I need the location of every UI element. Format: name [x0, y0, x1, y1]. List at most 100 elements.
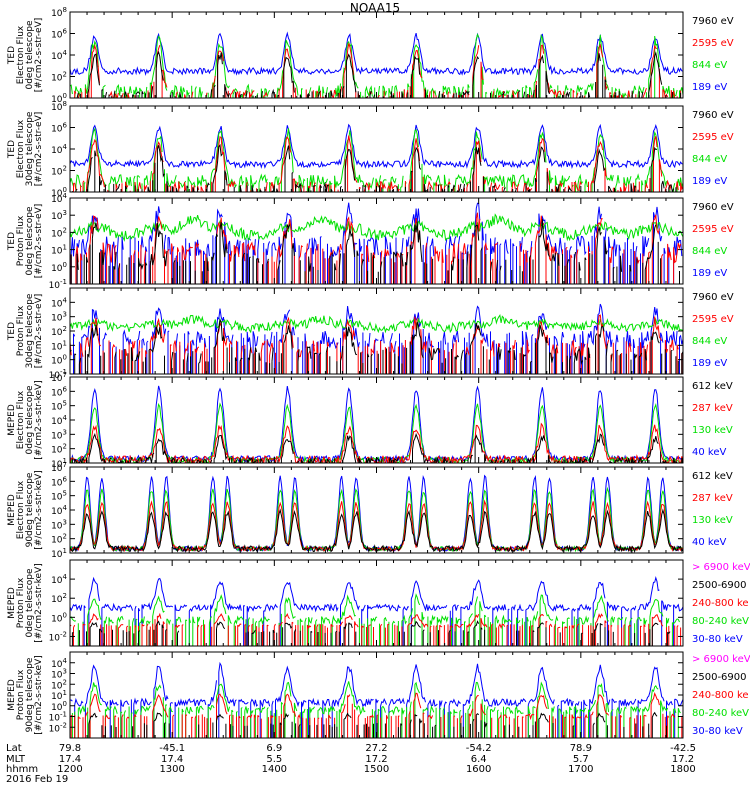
y-axis-label: [#/cm2-s-str-eV] [34, 18, 44, 93]
legend-entry: 80-240 keV [692, 616, 749, 627]
footer-mlt-value: 5.7 [573, 754, 589, 765]
footer-mlt-value: 17.4 [59, 754, 81, 765]
footer-row-label: hhmm [6, 764, 38, 775]
y-tick-label: 104 [51, 143, 67, 156]
y-tick-label: 102 [51, 443, 67, 456]
y-tick-label: 100 [51, 700, 67, 713]
footer-row-label: MLT [6, 754, 26, 765]
series-844-ev [70, 314, 683, 334]
footer-lat-value: -45.1 [159, 743, 185, 754]
y-axis-label: [#/cm2-s-str-eV] [34, 204, 44, 279]
y-axis-label: MEPED [7, 679, 17, 711]
footer-row-label: 2016 Feb 19 [6, 774, 68, 785]
y-tick-label: 107 [51, 461, 67, 474]
y-axis-label: [#/cm2-s-str-eV] [34, 112, 44, 187]
legend-entry: 240-800 ke [692, 598, 749, 609]
y-tick-label: 102 [51, 592, 67, 605]
legend-entry: 2595 eV [692, 314, 734, 325]
y-axis-label: 90deg telescope [25, 472, 35, 547]
y-axis-label: Electron Flux [16, 390, 26, 449]
y-axis-label: 0deg telescope [25, 385, 35, 455]
y-tick-label: 106 [51, 475, 67, 488]
footer-mlt-value: 17.2 [365, 754, 387, 765]
series-189-ev [70, 123, 683, 169]
footer-mlt-value: 17.4 [161, 754, 183, 765]
y-tick-label: 104 [51, 504, 67, 517]
legend-entry: 844 eV [692, 336, 727, 347]
y-tick-label: 10-1 [49, 278, 67, 291]
panel-7: 10-2 100 102 104 MEPED Proton Flux 0deg telesc… [7, 559, 750, 647]
series-2500-6900 [88, 711, 667, 738]
y-tick-label: 102 [51, 678, 67, 691]
y-axis-label: 90deg telescope [25, 657, 35, 732]
legend-entry: 130 keV [692, 425, 733, 436]
y-tick-label: 101 [51, 339, 67, 352]
footer-lat-value: 79.8 [59, 743, 81, 754]
legend-entry: 189 eV [692, 268, 727, 279]
legend-entry: 40 keV [692, 537, 726, 548]
y-axis-label: MEPED [7, 587, 17, 619]
y-tick-label: 103 [51, 311, 67, 324]
legend-entry: 2595 eV [692, 38, 734, 49]
y-tick-label: 107 [51, 371, 67, 384]
legend-entry: 30-80 keV [692, 634, 743, 645]
y-axis-label: Electron Flux [16, 480, 26, 539]
series-7960-ev [70, 219, 680, 284]
legend-entry: 287 keV [692, 493, 733, 504]
legend-entry: 189 eV [692, 82, 727, 93]
legend-entry: 612 keV [692, 381, 733, 392]
y-tick-label: 100 [51, 261, 67, 274]
legend-entry: 287 keV [692, 403, 733, 414]
y-tick-label: 106 [51, 122, 67, 135]
y-tick-label: 103 [51, 668, 67, 681]
footer-mlt-value: 6.4 [471, 754, 487, 765]
panel-2-data [70, 123, 683, 192]
y-tick-label: 106 [51, 28, 67, 41]
legend-entry: 40 keV [692, 447, 726, 458]
legend-entry: 7960 eV [692, 202, 734, 213]
y-axis-label: Electron Flux [16, 25, 26, 84]
y-axis-label: MEPED [7, 494, 17, 526]
y-tick-label: 108 [51, 100, 67, 113]
legend-entry: 844 eV [692, 246, 727, 257]
y-axis-label: 0deg telescope [25, 20, 35, 90]
y-axis-label: [#/cm2-s-str-keV] [34, 563, 44, 642]
footer-hhmm-value: 1500 [364, 764, 389, 775]
footer-hhmm-value: 1800 [670, 764, 695, 775]
y-tick-label: 10-1 [49, 368, 67, 381]
y-axis-label: [#/cm2-s-str-keV] [34, 470, 44, 549]
series-844-ev [70, 213, 683, 242]
series-7960-ev [70, 318, 683, 374]
panel-6-data [70, 474, 683, 553]
panel-3-data [70, 202, 683, 284]
panel-3: 10-1 100 101 102 103 104 TED Proton Flux 0deg te… [7, 192, 734, 291]
y-tick-label: 102 [51, 165, 67, 178]
y-tick-label: 102 [51, 71, 67, 84]
footer-mlt-value: 17.2 [672, 754, 694, 765]
y-axis-label: TED [7, 46, 17, 65]
footer-lat-value: 78.9 [570, 743, 592, 754]
y-axis-label: 0deg telescope [25, 568, 35, 638]
series-189-ev [70, 31, 683, 77]
y-axis-label: [#/cm2-s-str-eV] [34, 294, 44, 369]
legend-entry: 2500-6900 [692, 672, 747, 683]
footer-lat-value: -54.2 [466, 743, 492, 754]
y-tick-label: 102 [51, 325, 67, 338]
y-tick-label: 108 [51, 6, 67, 19]
y-tick-label: 106 [51, 385, 67, 398]
y-axis-label: MEPED [7, 404, 17, 436]
y-axis-label: Proton Flux [16, 577, 26, 628]
y-axis-label: Proton Flux [16, 215, 26, 266]
series-30-80-kev [70, 575, 683, 646]
panel-1: 100 102 104 106 108 TED Electron Flux 0deg tele… [7, 6, 734, 105]
series-2500-6900 [71, 620, 671, 646]
series-7960-ev [70, 50, 683, 98]
y-axis-label: Proton Flux [16, 669, 26, 720]
y-axis-label: Electron Flux [16, 119, 26, 178]
legend-entry: 189 eV [692, 358, 727, 369]
legend-entry: 189 eV [692, 176, 727, 187]
panel-4-data [70, 303, 683, 374]
y-tick-label: 100 [51, 354, 67, 367]
